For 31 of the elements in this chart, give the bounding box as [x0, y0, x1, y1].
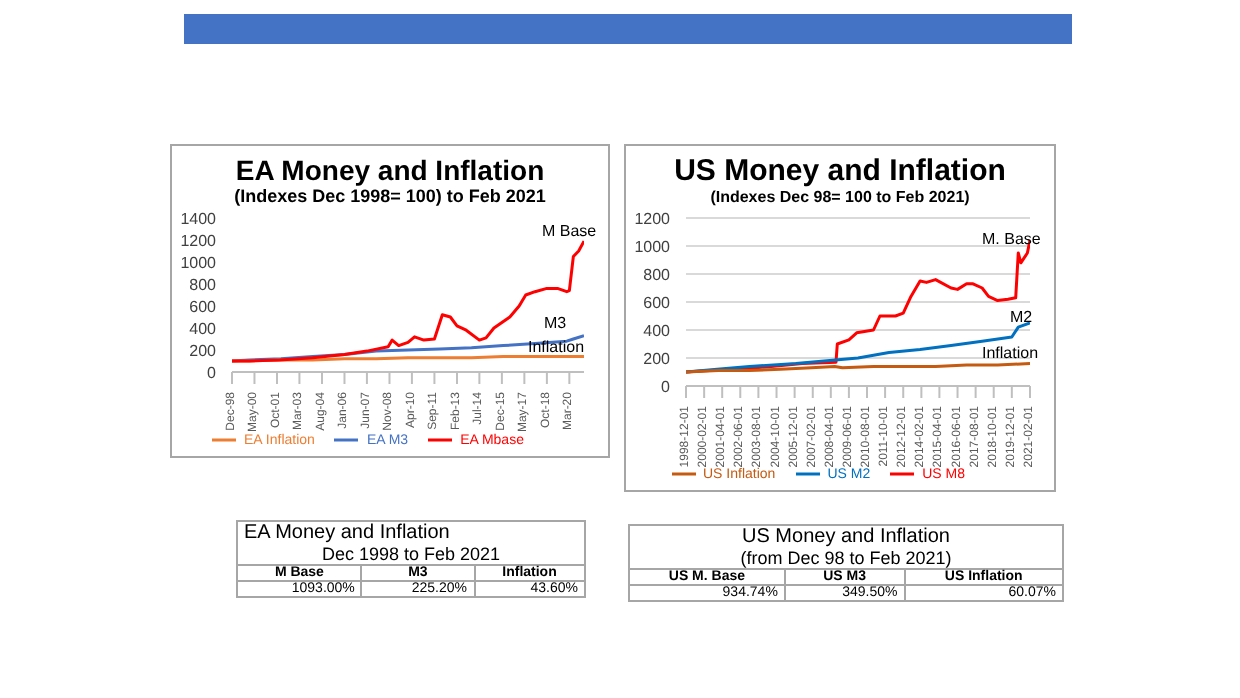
y-tick-label: 600 — [189, 297, 218, 316]
text: (from Dec 98 to Feb 2021) — [629, 548, 1063, 569]
chart-title: US Money and Inflation — [672, 154, 1008, 188]
annotation: M3 — [544, 314, 567, 332]
y-tick-label: 400 — [643, 321, 672, 340]
text: Dec 1998 to Feb 2021 — [237, 544, 585, 565]
y-tick-label: 1200 — [634, 209, 672, 228]
y-tick-label: 200 — [189, 341, 218, 360]
annotation: M Base — [542, 222, 597, 240]
y-tick-label: 400 — [189, 319, 218, 338]
annotation: M2 — [1010, 308, 1033, 326]
y-tick-label: 800 — [643, 265, 672, 284]
y-tick-label: 800 — [189, 275, 218, 294]
y-tick-label: 200 — [643, 349, 672, 368]
chart-subtitle: (Indexes Dec 98= 100 to Feb 2021) — [708, 188, 972, 206]
y-tick-label: 1000 — [180, 253, 218, 272]
annotation: Inflation — [528, 338, 585, 356]
y-tick-label: 0 — [661, 377, 672, 396]
chart-subtitle: (Indexes Dec 1998= 100) to Feb 2021 — [232, 186, 548, 206]
line-series — [232, 334, 584, 363]
line-series — [232, 239, 584, 363]
y-tick-label: 1400 — [180, 209, 218, 228]
y-tick-label: 1000 — [634, 237, 672, 256]
text: US Money and Inflation — [629, 525, 1063, 548]
chart-title: EA Money and Inflation — [233, 154, 547, 186]
annotation: M. Base — [982, 230, 1041, 248]
y-tick-label: 600 — [643, 293, 672, 312]
text: EA Money and Inflation — [237, 521, 585, 544]
y-tick-label: 0 — [207, 363, 218, 382]
y-tick-label: 1200 — [180, 231, 218, 250]
annotation: Inflation — [982, 344, 1039, 362]
